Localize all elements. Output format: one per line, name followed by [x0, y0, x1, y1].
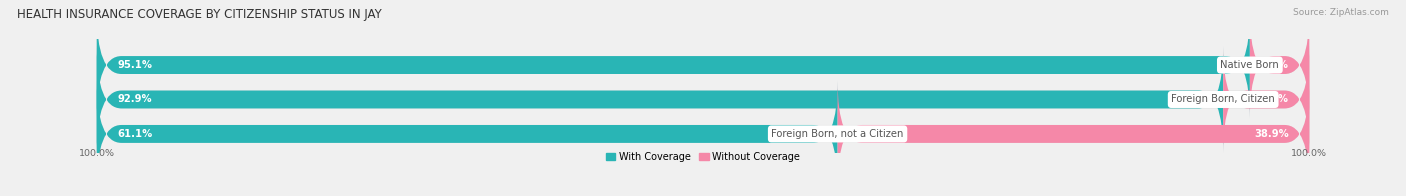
Text: HEALTH INSURANCE COVERAGE BY CITIZENSHIP STATUS IN JAY: HEALTH INSURANCE COVERAGE BY CITIZENSHIP… [17, 8, 381, 21]
Text: 95.1%: 95.1% [118, 60, 152, 70]
Text: Source: ZipAtlas.com: Source: ZipAtlas.com [1294, 8, 1389, 17]
FancyBboxPatch shape [97, 81, 838, 187]
FancyBboxPatch shape [97, 46, 1309, 152]
Text: Foreign Born, not a Citizen: Foreign Born, not a Citizen [772, 129, 904, 139]
Legend: With Coverage, Without Coverage: With Coverage, Without Coverage [606, 152, 800, 162]
FancyBboxPatch shape [1250, 12, 1309, 118]
Text: 4.9%: 4.9% [1261, 60, 1289, 70]
FancyBboxPatch shape [97, 81, 1309, 187]
FancyBboxPatch shape [97, 12, 1250, 118]
Text: 100.0%: 100.0% [1291, 149, 1327, 158]
FancyBboxPatch shape [97, 46, 1223, 152]
Text: 61.1%: 61.1% [118, 129, 153, 139]
Text: 100.0%: 100.0% [79, 149, 115, 158]
Text: 38.9%: 38.9% [1254, 129, 1289, 139]
FancyBboxPatch shape [97, 12, 1309, 118]
Text: 92.9%: 92.9% [118, 94, 152, 104]
Text: Native Born: Native Born [1220, 60, 1279, 70]
Text: 7.1%: 7.1% [1261, 94, 1289, 104]
Text: Foreign Born, Citizen: Foreign Born, Citizen [1171, 94, 1275, 104]
FancyBboxPatch shape [1223, 46, 1309, 152]
FancyBboxPatch shape [838, 81, 1309, 187]
